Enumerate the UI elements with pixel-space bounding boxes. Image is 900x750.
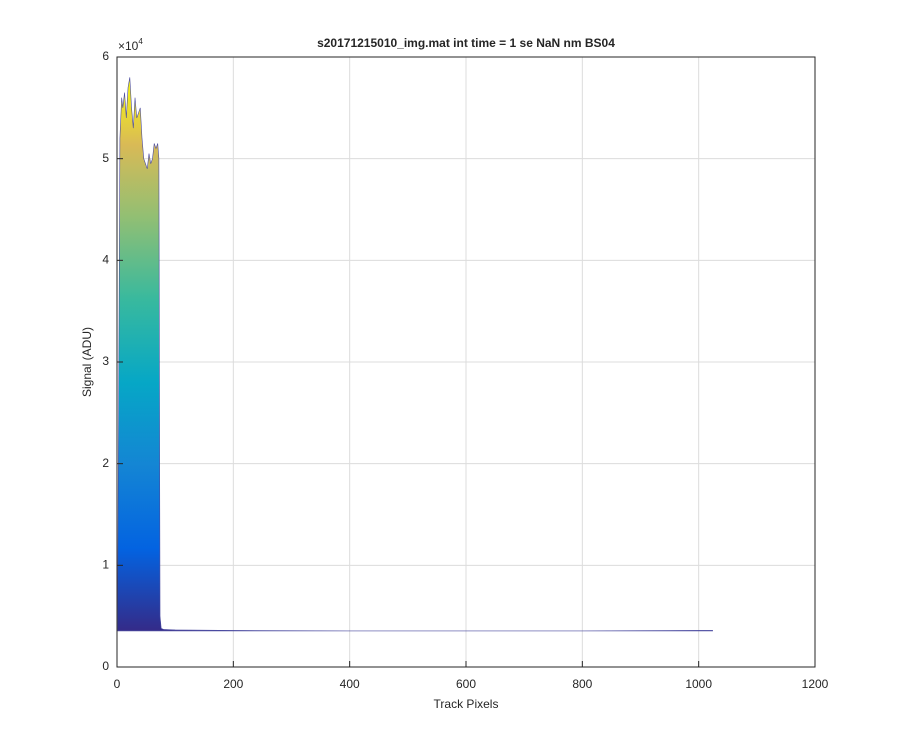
y-tick-label: 1	[102, 558, 109, 572]
y-tick-label: 0	[102, 659, 109, 673]
x-tick-label: 1200	[802, 677, 829, 691]
y-tick-label: 2	[102, 456, 109, 470]
y-exponent: ×104	[118, 37, 143, 53]
y-tick-label: 6	[102, 49, 109, 63]
grid	[116, 56, 816, 668]
x-tick-label: 200	[223, 677, 243, 691]
y-tick-label: 4	[102, 253, 109, 267]
y-axis-label: Signal (ADU)	[80, 327, 94, 397]
y-tick-label: 5	[102, 151, 109, 165]
y-tick-label: 3	[102, 354, 109, 368]
exponent-power: 4	[138, 37, 143, 46]
ticks: 0 200 400 600 800 1000 1200 0 1 2 3 4 5 6	[102, 49, 828, 691]
x-tick-label: 600	[456, 677, 476, 691]
x-tick-label: 0	[114, 677, 121, 691]
exponent-base: ×10	[118, 39, 139, 53]
area	[117, 77, 713, 632]
chart-title: s20171215010_img.mat int time = 1 se NaN…	[317, 36, 615, 50]
x-tick-label: 1000	[685, 677, 712, 691]
plot-area	[117, 77, 713, 632]
x-tick-label: 800	[572, 677, 592, 691]
x-tick-label: 400	[340, 677, 360, 691]
x-axis-label: Track Pixels	[434, 697, 499, 711]
